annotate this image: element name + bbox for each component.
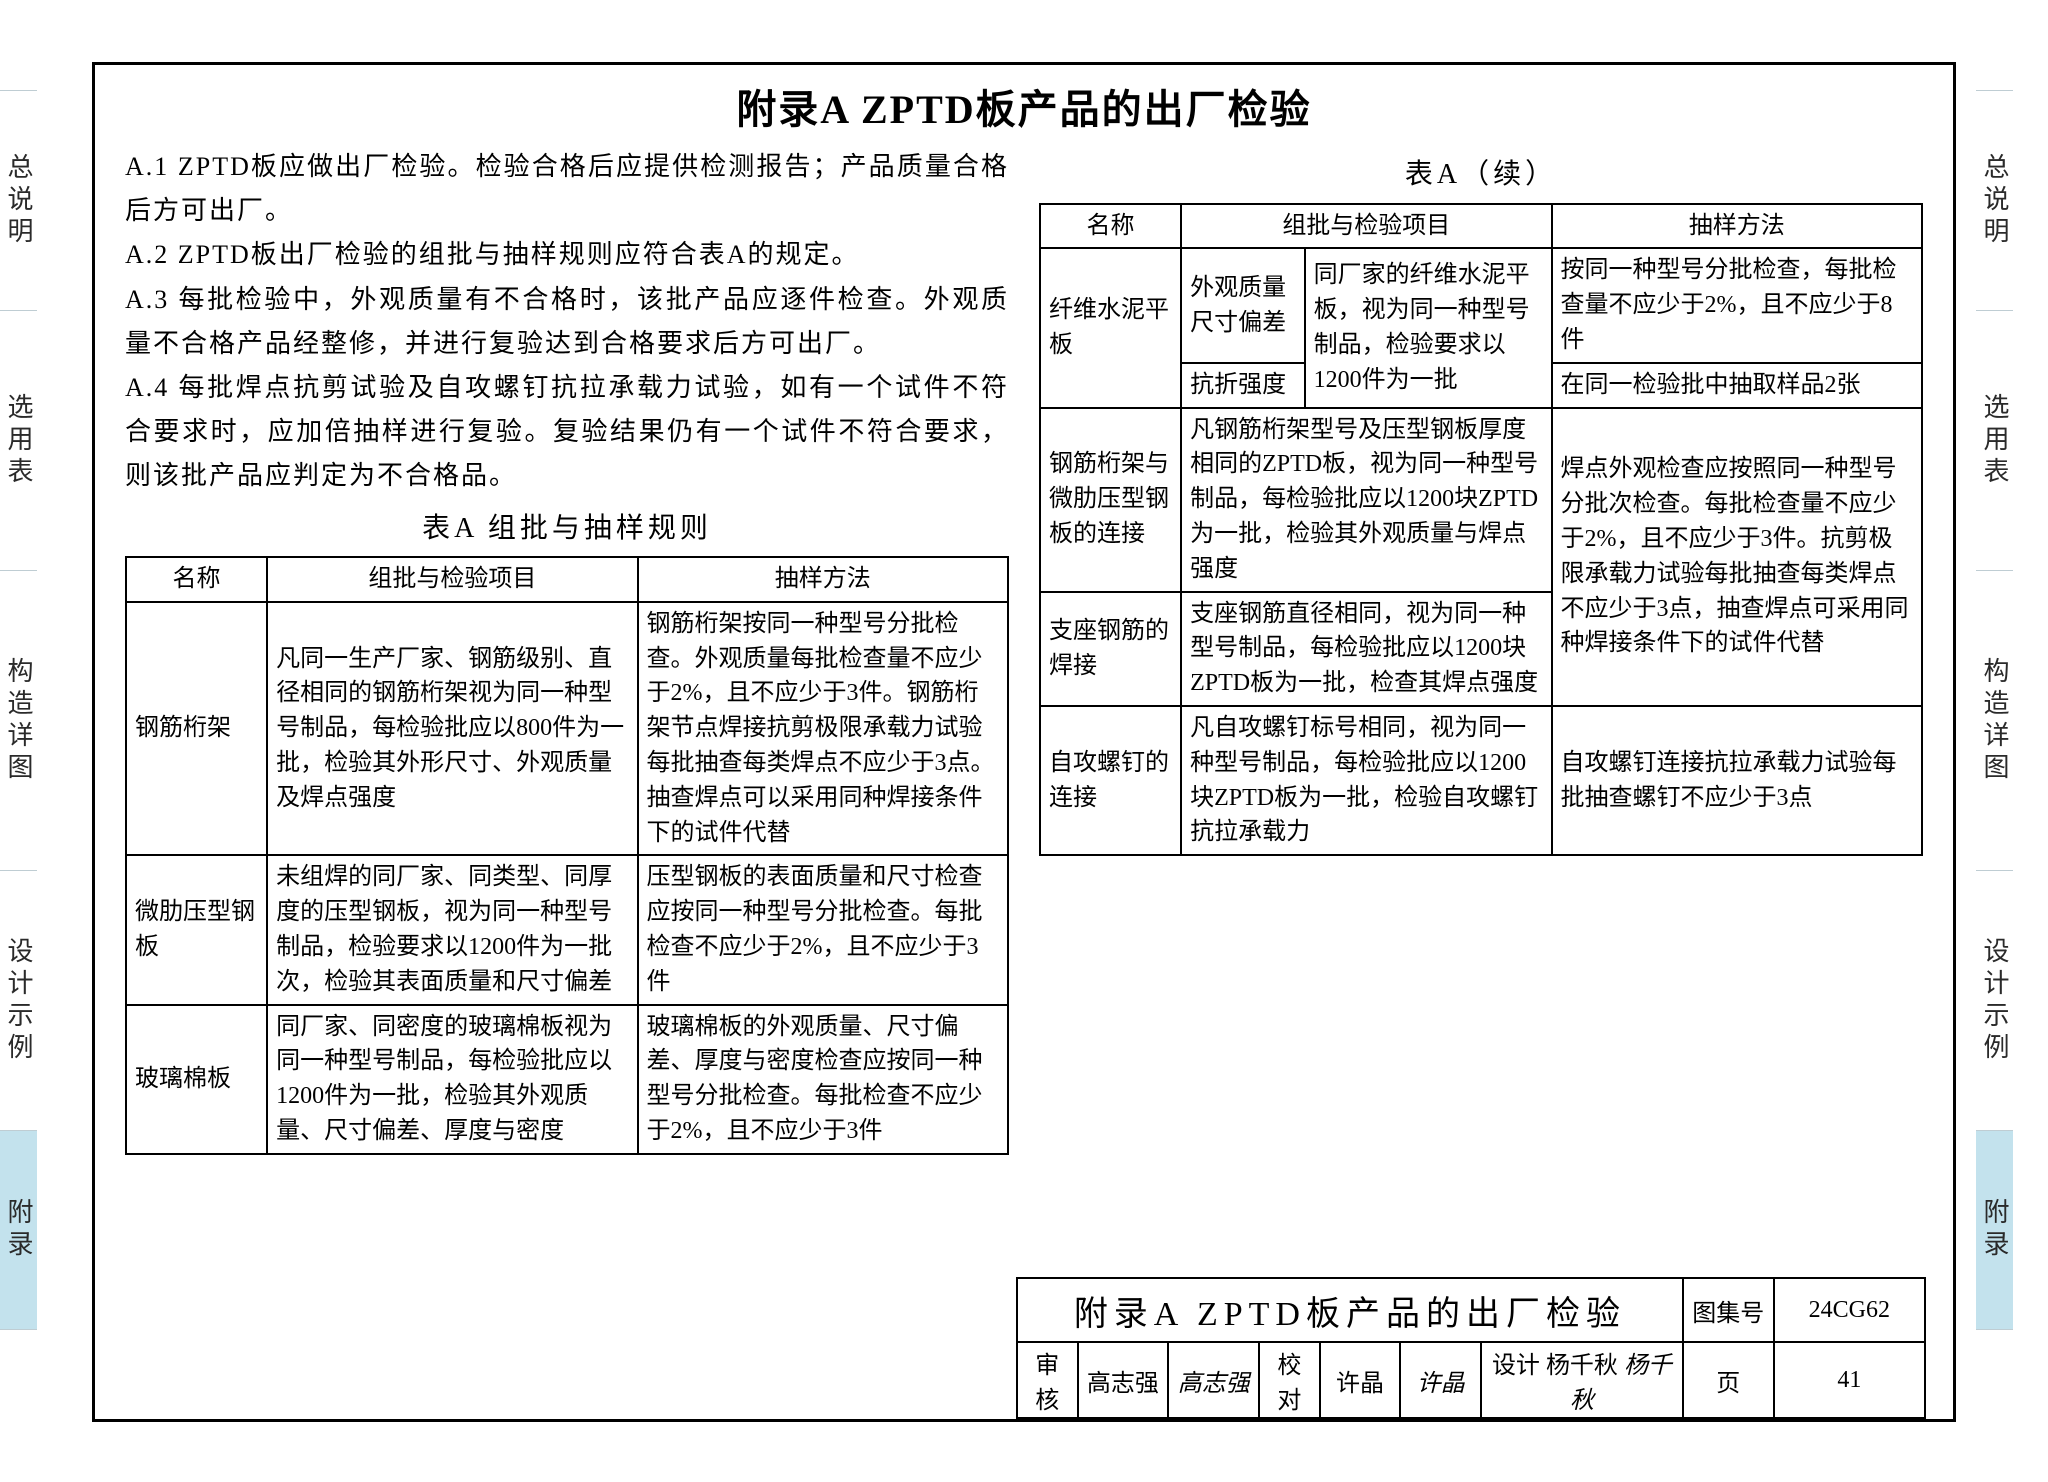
table-a-caption: 表A 组批与抽样规则 bbox=[125, 499, 1009, 557]
cell-name: 自攻螺钉的连接 bbox=[1040, 706, 1181, 855]
table-row: 玻璃棉板 同厂家、同密度的玻璃棉板视为同一种型号制品，每检验批应以1200件为一… bbox=[126, 1005, 1008, 1154]
table-ac-h1: 名称 bbox=[1040, 204, 1181, 249]
titleblock-atlas-label: 图集号 bbox=[1683, 1278, 1774, 1342]
left-tab-intro[interactable]: 总说明 bbox=[0, 90, 37, 310]
table-a-cont-header-row: 名称 组批与检验项目 抽样方法 bbox=[1040, 204, 1922, 249]
cell-batch: 凡自攻螺钉标号相同，视为同一种型号制品，每检验批应以1200块ZPTD板为一批，… bbox=[1181, 706, 1551, 855]
titleblock-atlas-no: 24CG62 bbox=[1774, 1278, 1925, 1342]
cell-subitem: 抗折强度 bbox=[1181, 363, 1304, 408]
title-block: 附录A ZPTD板产品的出厂检验 图集号 24CG62 审核 高志强 高志强 校… bbox=[1016, 1277, 1926, 1419]
right-tab-appendix[interactable]: 附录 bbox=[1976, 1130, 2013, 1330]
design-name: 杨千秋 bbox=[1546, 1353, 1618, 1379]
table-a-continued: 名称 组批与检验项目 抽样方法 纤维水泥平板 外观质量尺寸偏差 同厂家的纤维水泥… bbox=[1039, 203, 1923, 857]
cell-batch: 同厂家、同密度的玻璃棉板视为同一种型号制品，每检验批应以1200件为一批，检验其… bbox=[267, 1005, 637, 1154]
cell-batch: 未组焊的同厂家、同类型、同厚度的压型钢板，视为同一种型号制品，检验要求以1200… bbox=[267, 855, 637, 1004]
table-row: 自攻螺钉的连接 凡自攻螺钉标号相同，视为同一种型号制品，每检验批应以1200块Z… bbox=[1040, 706, 1922, 855]
cell-batch: 支座钢筋直径相同，视为同一种型号制品，每检验批应以1200块ZPTD板为一批，检… bbox=[1181, 592, 1551, 706]
cell-sample-merged: 焊点外观检查应按照同一种型号分批次检查。每批检查量不应少于2%，且不应少于3件。… bbox=[1552, 408, 1922, 706]
cell-batch: 凡同一生产厂家、钢筋级别、直径相同的钢筋桁架视为同一种型号制品，每检验批应以80… bbox=[267, 602, 637, 856]
cell-sample: 玻璃棉板的外观质量、尺寸偏差、厚度与密度检查应按同一种型号分批检查。每批检查不应… bbox=[638, 1005, 1008, 1154]
table-a-header-row: 名称 组批与检验项目 抽样方法 bbox=[126, 557, 1008, 602]
table-ac-h2: 组批与检验项目 bbox=[1181, 204, 1551, 249]
reviewer-label: 审核 bbox=[1017, 1342, 1078, 1418]
para-a2: A.2 ZPTD板出厂检验的组批与抽样规则应符合表A的规定。 bbox=[125, 233, 1009, 277]
cell-sample: 钢筋桁架按同一种型号分批检查。外观质量每批检查量不应少于2%，且不应少于3件。钢… bbox=[638, 602, 1008, 856]
table-a-h2: 组批与检验项目 bbox=[267, 557, 637, 602]
cell-name: 钢筋桁架与微肋压型钢板的连接 bbox=[1040, 408, 1181, 592]
para-a3: A.3 每批检验中，外观质量有不合格时，该批产品应逐件检查。外观质量不合格产品经… bbox=[125, 278, 1009, 366]
reviewer-signature: 高志强 bbox=[1168, 1342, 1259, 1418]
table-row: 钢筋桁架 凡同一生产厂家、钢筋级别、直径相同的钢筋桁架视为同一种型号制品，每检验… bbox=[126, 602, 1008, 856]
cell-subitem: 外观质量尺寸偏差 bbox=[1181, 248, 1304, 362]
table-row: 纤维水泥平板 外观质量尺寸偏差 同厂家的纤维水泥平板，视为同一种型号制品，检验要… bbox=[1040, 248, 1922, 362]
left-tab-strip: 总说明 选用表 构造详图 设计示例 附录 bbox=[0, 0, 72, 1430]
right-column: 表A（续） 名称 组批与检验项目 抽样方法 纤维水泥平板 外观质量尺寸偏差 同厂… bbox=[1039, 145, 1923, 1155]
left-column: A.1 ZPTD板应做出厂检验。检验合格后应提供检测报告；产品质量合格后方可出厂… bbox=[125, 145, 1009, 1155]
table-a: 名称 组批与检验项目 抽样方法 钢筋桁架 凡同一生产厂家、钢筋级别、直径相同的钢… bbox=[125, 556, 1009, 1155]
cell-name: 纤维水泥平板 bbox=[1040, 248, 1181, 407]
cell-batch: 同厂家的纤维水泥平板，视为同一种型号制品，检验要求以1200件为一批 bbox=[1305, 248, 1552, 407]
table-row: 微肋压型钢板 未组焊的同厂家、同类型、同厚度的压型钢板，视为同一种型号制品，检验… bbox=[126, 855, 1008, 1004]
proof-label: 校对 bbox=[1259, 1342, 1320, 1418]
design-label: 设计 bbox=[1492, 1353, 1540, 1379]
cell-name: 支座钢筋的焊接 bbox=[1040, 592, 1181, 706]
proof-signature: 许晶 bbox=[1400, 1342, 1481, 1418]
cell-name: 微肋压型钢板 bbox=[126, 855, 267, 1004]
para-a1: A.1 ZPTD板应做出厂检验。检验合格后应提供检测报告；产品质量合格后方可出厂… bbox=[125, 145, 1009, 233]
cell-sample: 按同一种型号分批检查，每批检查量不应少于2%，且不应少于8件 bbox=[1552, 248, 1922, 362]
left-tab-appendix[interactable]: 附录 bbox=[0, 1130, 37, 1330]
proof-name: 许晶 bbox=[1320, 1342, 1401, 1418]
content-columns: A.1 ZPTD板应做出厂检验。检验合格后应提供检测报告；产品质量合格后方可出厂… bbox=[95, 145, 1953, 1155]
right-tab-example[interactable]: 设计示例 bbox=[1976, 870, 2013, 1130]
right-tab-select[interactable]: 选用表 bbox=[1976, 310, 2013, 570]
titleblock-title: 附录A ZPTD板产品的出厂检验 bbox=[1017, 1278, 1683, 1342]
right-tab-intro[interactable]: 总说明 bbox=[1976, 90, 2013, 310]
cell-sample: 自攻螺钉连接抗拉承载力试验每批抽查螺钉不应少于3点 bbox=[1552, 706, 1922, 855]
right-tab-strip: 总说明 选用表 构造详图 设计示例 附录 bbox=[1976, 0, 2048, 1430]
cell-name: 钢筋桁架 bbox=[126, 602, 267, 856]
table-a-cont-caption: 表A（续） bbox=[1039, 145, 1923, 203]
cell-sample: 在同一检验批中抽取样品2张 bbox=[1552, 363, 1922, 408]
document-main: 附录A ZPTD板产品的出厂检验 A.1 ZPTD板应做出厂检验。检验合格后应提… bbox=[92, 62, 1956, 1422]
page-label: 页 bbox=[1683, 1342, 1774, 1418]
para-a4: A.4 每批焊点抗剪试验及自攻螺钉抗拉承载力试验，如有一个试件不符合要求时，应加… bbox=[125, 366, 1009, 499]
left-tab-example[interactable]: 设计示例 bbox=[0, 870, 37, 1130]
cell-name: 玻璃棉板 bbox=[126, 1005, 267, 1154]
left-tab-detail[interactable]: 构造详图 bbox=[0, 570, 37, 870]
table-ac-h3: 抽样方法 bbox=[1552, 204, 1922, 249]
table-a-h1: 名称 bbox=[126, 557, 267, 602]
document-title: 附录A ZPTD板产品的出厂检验 bbox=[95, 65, 1953, 145]
page-number: 41 bbox=[1774, 1342, 1925, 1418]
table-row: 钢筋桁架与微肋压型钢板的连接 凡钢筋桁架型号及压型钢板厚度相同的ZPTD板，视为… bbox=[1040, 408, 1922, 592]
right-tab-detail[interactable]: 构造详图 bbox=[1976, 570, 2013, 870]
page-frame: 总说明 选用表 构造详图 设计示例 附录 总说明 选用表 构造详图 设计示例 附… bbox=[0, 0, 2048, 1482]
table-a-h3: 抽样方法 bbox=[638, 557, 1008, 602]
left-tab-select[interactable]: 选用表 bbox=[0, 310, 37, 570]
cell-batch: 凡钢筋桁架型号及压型钢板厚度相同的ZPTD板，视为同一种型号制品，每检验批应以1… bbox=[1181, 408, 1551, 592]
cell-sample: 压型钢板的表面质量和尺寸检查应按同一种型号分批检查。每批检查不应少于2%，且不应… bbox=[638, 855, 1008, 1004]
reviewer-name: 高志强 bbox=[1078, 1342, 1169, 1418]
